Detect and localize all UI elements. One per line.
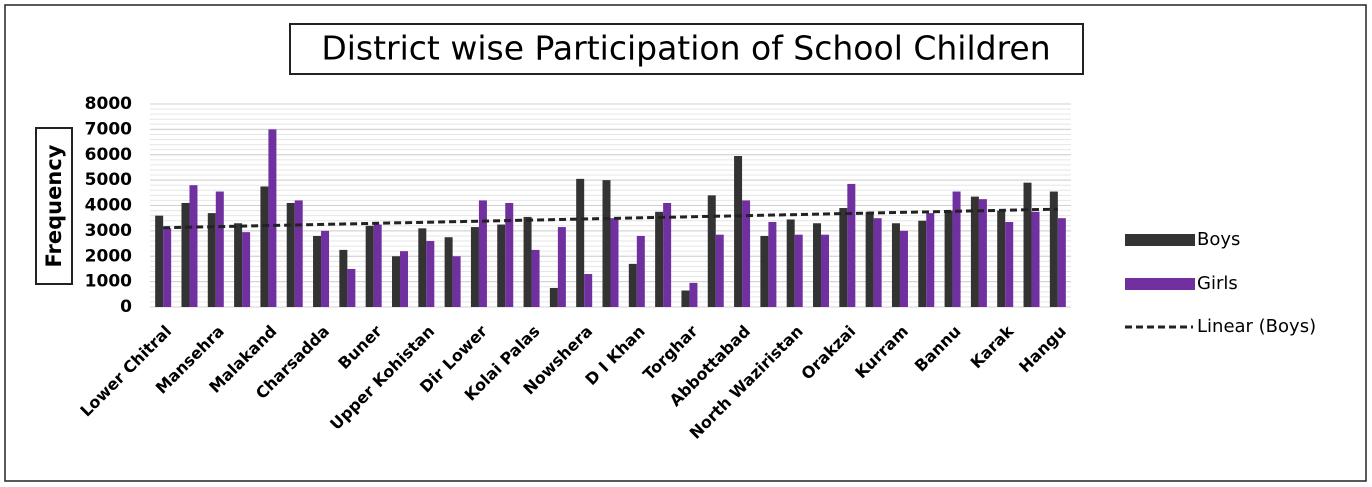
bar: [339, 249, 348, 307]
bar: [689, 282, 698, 307]
y-tick-label: 2000: [85, 246, 132, 266]
legend-label: Girls: [1197, 273, 1238, 294]
bar: [997, 210, 1006, 307]
bar: [268, 129, 277, 307]
bar: [531, 249, 540, 307]
legend-swatch: [1125, 278, 1195, 290]
bar: [1057, 218, 1066, 307]
bar: [628, 263, 637, 307]
bar: [655, 211, 664, 307]
chart-title: District wise Participation of School Ch…: [321, 29, 1050, 68]
bar: [155, 215, 164, 307]
bar: [760, 235, 769, 307]
trendline: [163, 207, 1058, 230]
y-tick-label: 3000: [85, 221, 132, 241]
bar: [189, 185, 198, 307]
bar: [813, 223, 822, 307]
bar: [681, 290, 690, 307]
y-tick-label: 7000: [85, 119, 132, 139]
y-axis-label: Frequency: [42, 144, 66, 267]
bar: [347, 268, 356, 307]
bar: [426, 241, 435, 307]
legend-swatch: [1125, 234, 1195, 246]
bar: [478, 200, 487, 307]
bar: [1049, 191, 1058, 307]
title-box: [289, 23, 1084, 75]
bar: [602, 180, 611, 307]
bar: [181, 202, 190, 307]
bar: [1031, 211, 1040, 307]
bar: [707, 195, 716, 307]
bar: [1023, 182, 1032, 307]
bar: [373, 224, 382, 307]
bar: [444, 237, 453, 307]
y-tick-label: 6000: [85, 145, 132, 165]
y-tick-label: 5000: [85, 170, 132, 190]
y-tick-label: 8000: [85, 94, 132, 114]
bar: [470, 227, 479, 307]
bar: [944, 210, 953, 307]
bar: [207, 213, 216, 307]
y-tick-label: 4000: [85, 196, 132, 216]
bar: [786, 219, 795, 307]
bar: [391, 256, 400, 307]
bar: [899, 230, 908, 307]
bar: [418, 228, 427, 307]
bar: [242, 232, 251, 307]
bar: [1005, 221, 1014, 307]
bar: [891, 223, 900, 307]
bar: [926, 213, 935, 307]
y-tick-label: 0: [120, 297, 132, 317]
bar: [584, 274, 593, 307]
bar: [734, 156, 743, 307]
bar: [557, 227, 566, 307]
bar: [313, 235, 322, 307]
bar: [215, 191, 224, 307]
bar: [523, 216, 532, 307]
bar: [794, 234, 803, 307]
bar: [970, 196, 979, 307]
bar: [365, 225, 374, 307]
bar: [452, 256, 461, 307]
bar: [610, 218, 619, 307]
bar: [873, 218, 882, 307]
y-tick-label: 1000: [85, 272, 132, 292]
bar: [163, 228, 172, 307]
bar: [865, 211, 874, 307]
bar: [286, 202, 295, 307]
bar: [497, 224, 506, 307]
bar: [636, 235, 645, 307]
bar: [294, 200, 303, 307]
bar: [918, 220, 927, 307]
bar: [847, 183, 856, 307]
bar: [821, 234, 830, 307]
bar: [234, 223, 243, 307]
bar: [768, 221, 777, 307]
bar: [260, 186, 269, 307]
bar: [505, 202, 514, 307]
bar: [952, 191, 961, 307]
bar: [576, 178, 585, 307]
bar: [549, 287, 558, 307]
bar: [742, 200, 751, 307]
bar: [978, 199, 987, 307]
bar: [839, 208, 848, 307]
legend-label: Linear (Boys): [1197, 316, 1316, 337]
legend-label: Boys: [1197, 229, 1240, 250]
bar: [321, 230, 330, 307]
bar: [663, 202, 672, 307]
bar: [399, 251, 408, 307]
y-label-box: [35, 127, 73, 285]
bar: [715, 234, 724, 307]
